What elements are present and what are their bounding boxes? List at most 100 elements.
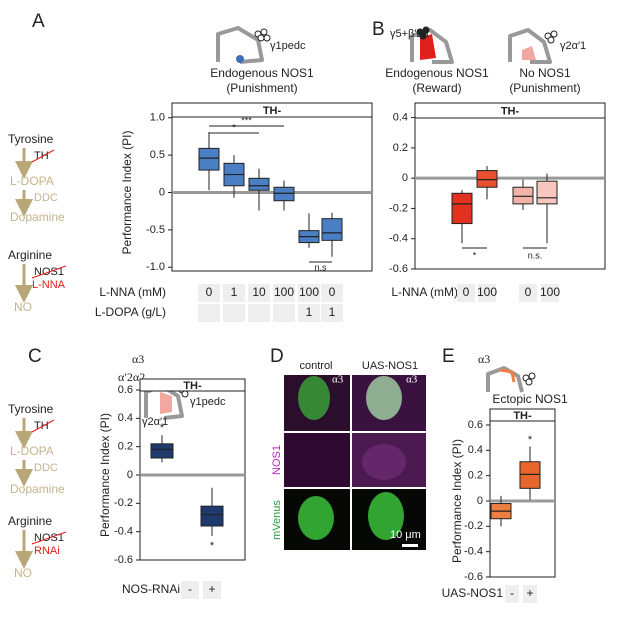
condition-value: 0 [463,285,470,299]
significance-label: n.s. [528,250,543,260]
y-tick-label: -0.6 [389,263,408,275]
plot-frame [414,117,606,270]
header-title: Ectopic NOS1 [492,392,568,406]
region-label: α3 [332,374,344,386]
panel-label: C [28,346,42,367]
y-tick-label: 0 [159,186,165,198]
header-title: No NOS1 [519,66,571,80]
row-label: mVenus [271,500,283,540]
condition-value: 100 [540,285,560,299]
condition-value: 100 [477,285,497,299]
condition-cell [321,304,343,322]
condition-cell [298,284,320,302]
plot-frame [489,420,556,578]
header-title: Endogenous NOS1 [385,66,489,80]
signal [366,376,402,420]
condition-cell [298,304,320,322]
condition-cell [478,284,496,302]
condition-name: L-NNA (mM) [99,285,166,299]
box [476,170,498,188]
y-tick-label: -0.4 [114,526,133,538]
condition-cell [505,585,519,603]
box [273,186,295,202]
y-tick-label: 0 [127,469,133,481]
condition-cell [181,581,199,599]
significance-label: * [232,122,236,132]
region-fill [522,46,536,60]
y-tick-label: 0.4 [118,412,133,424]
y-tick-label: -0.4 [389,233,408,245]
box [512,186,534,205]
y-tick-label: -1.0 [146,261,165,273]
condition-value: 1 [306,305,313,319]
significance-label: * [160,422,165,434]
condition-value: 0 [329,285,336,299]
box [150,443,174,459]
condition-cell [198,304,220,322]
condition-cell [198,284,220,302]
cell-cluster [178,26,558,398]
step: Tyrosine [8,132,54,146]
header-subtitle: (Punishment) [509,81,580,95]
box [200,505,224,527]
region-label: γ1pedc [270,40,306,52]
region-fill [160,392,172,414]
condition-value: - [510,586,514,600]
condition-cell [523,585,537,603]
header-subtitle: (Reward) [412,81,461,95]
condition-value: 0 [206,285,213,299]
condition-cell [321,284,343,302]
microscopy [284,375,426,550]
y-tick-label: 0.4 [468,444,483,456]
significance-label: n.s [314,262,327,272]
region-fill [420,34,436,60]
y-tick-label: -0.4 [464,546,483,558]
y-tick-label: 0.2 [468,470,483,482]
significance-label: * [210,540,215,552]
strike [31,265,67,279]
box [519,461,541,489]
region-label: α′2α2 [118,370,145,384]
step: L-DOPA [10,174,54,188]
header-subtitle: (Punishment) [226,81,297,95]
condition-value: 100 [274,285,294,299]
strike [31,419,55,433]
y-tick-label: 0.5 [150,149,165,161]
y-axis-label: Performance Index (PI) [98,413,112,537]
panel-label: D [270,346,284,367]
panel-label: B [372,19,385,40]
y-tick-label: 0.6 [468,419,483,431]
y-axis-label: Performance Index (PI) [120,130,134,254]
condition-cell [203,581,221,599]
significance-label: *** [241,115,252,125]
pathway-c: Tyrosine TH L-DOPA DDC Dopamine Arginine… [8,402,67,580]
region-label: γ5+β′2a [390,28,430,40]
step: Tyrosine [8,402,54,416]
signal [362,444,406,480]
region-label: α3 [132,352,144,366]
box [198,147,220,171]
region-label: γ2α′1 [560,40,586,52]
condition-value: 10 [252,285,266,299]
pathway-a: Tyrosine TH L-DOPA DDC Dopamine Arginine… [8,132,67,314]
condition-cell [541,284,559,302]
signal [368,492,404,540]
condition-value: - [188,582,192,596]
y-tick-label: 0.2 [393,142,408,154]
box [248,177,270,191]
condition-value: 1 [231,285,238,299]
condition-cell [223,284,245,302]
condition-value: + [208,582,215,596]
panel-label: A [32,11,45,32]
region-fill [499,368,516,383]
condition-cell [223,304,245,322]
condition-name: L-NNA (mM) [391,285,458,299]
enzyme: DDC [34,462,58,474]
group-label: TH- [501,105,520,117]
y-tick-label: 0.2 [118,441,133,453]
y-tick-label: -0.2 [389,202,408,214]
box [321,218,343,241]
image-tile [284,433,350,487]
condition-cell [273,284,295,302]
